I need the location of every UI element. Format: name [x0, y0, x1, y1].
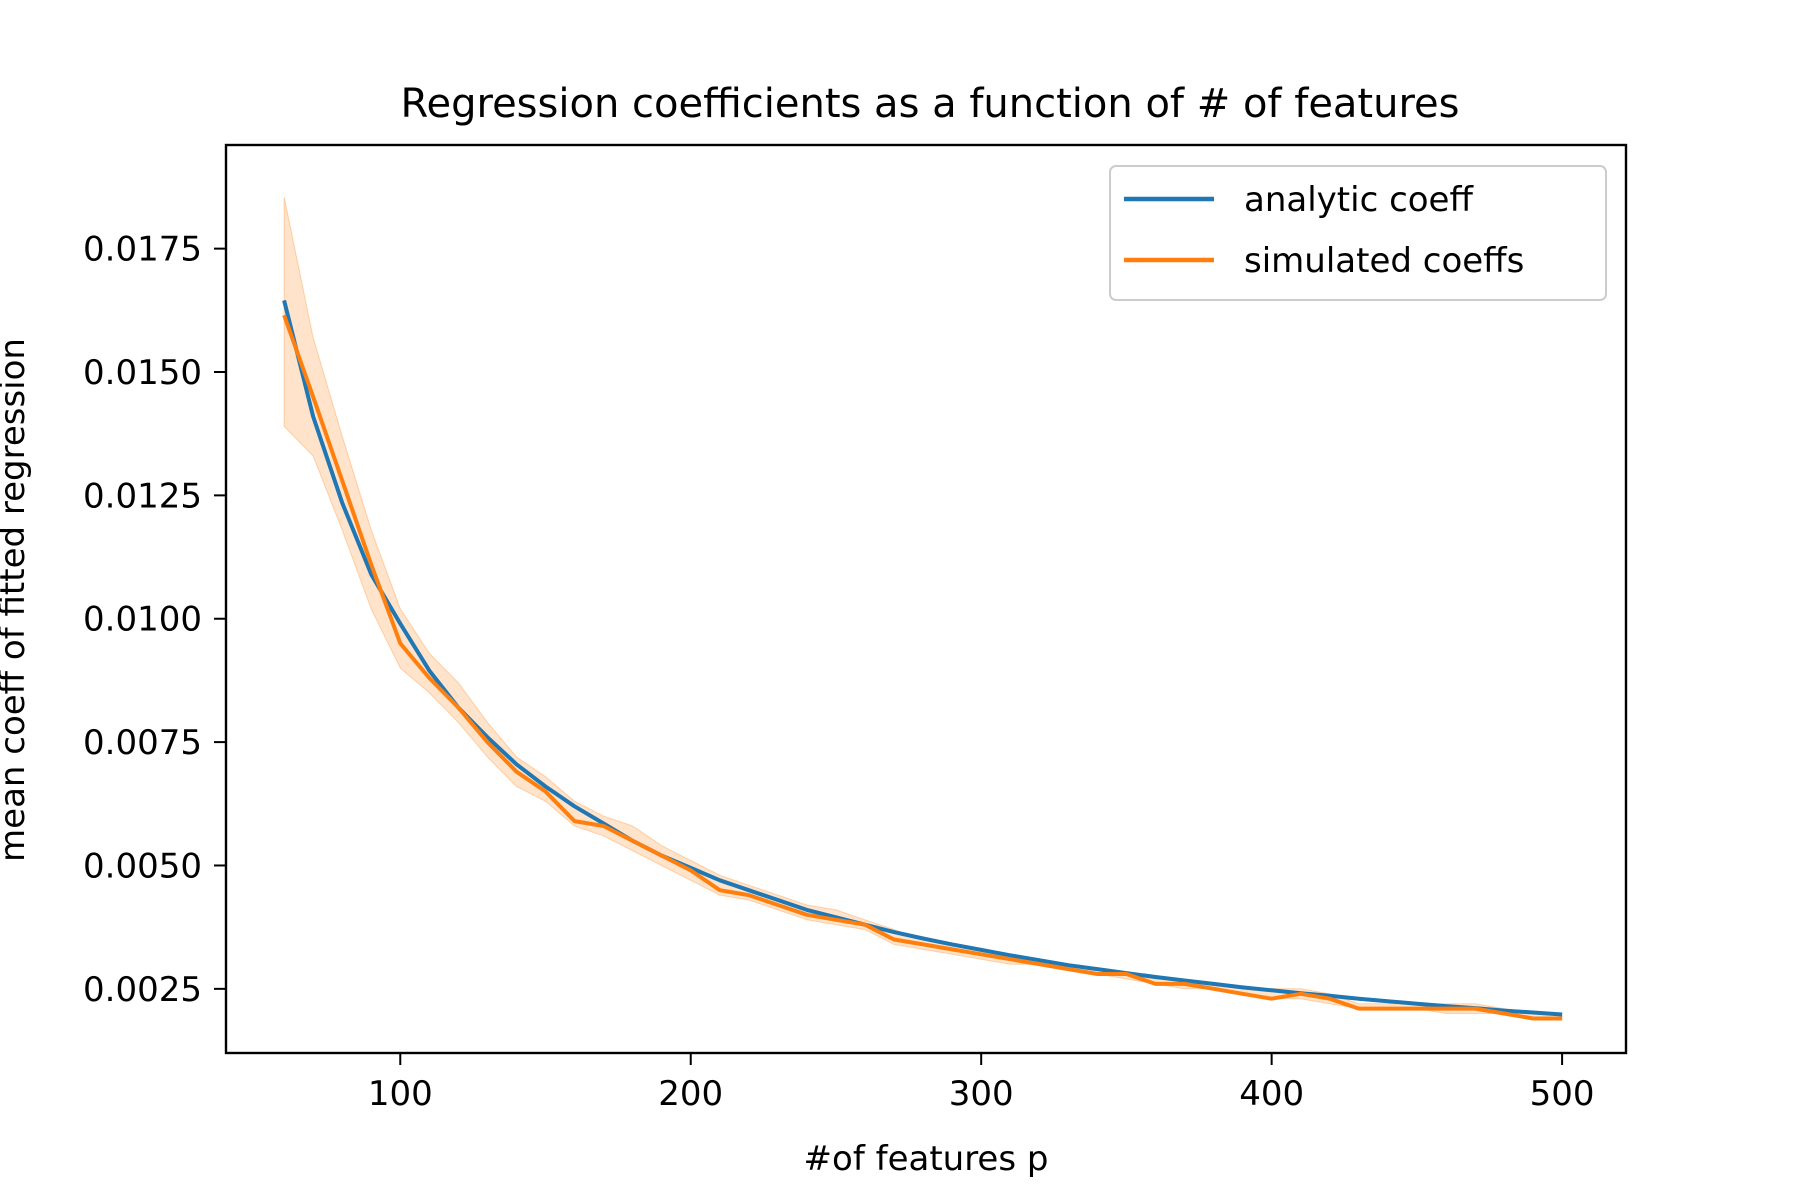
plot-frame: [224, 143, 1628, 1055]
analytic-coeff-line: [282, 299, 1563, 1017]
legend: analytic coeff simulated coeffs: [1109, 165, 1607, 301]
x-tick-label: 400: [1239, 1074, 1304, 1114]
simulated-coeffs-band: [283, 196, 1563, 1019]
legend-simulated-label: simulated coeffs: [1244, 241, 1524, 281]
plot-area: [224, 143, 1628, 1055]
x-axis-label: #of features p: [804, 1139, 1049, 1179]
x-tick-label: 100: [368, 1074, 433, 1114]
x-tick-label: 500: [1530, 1074, 1595, 1114]
chart-title: Regression coefficients as a function of…: [401, 81, 1460, 127]
y-tick-label: 0.0050: [83, 846, 202, 886]
y-axis-label: mean coeff of fitted regression: [0, 338, 33, 862]
simulated-coeffs-line: [282, 314, 1563, 1021]
y-tick-label: 0.0100: [83, 600, 202, 640]
y-tick-label: 0.0125: [83, 476, 202, 516]
y-tick-label: 0.0075: [83, 723, 202, 763]
y-tick-label: 0.0150: [83, 353, 202, 393]
x-tick-label: 300: [949, 1074, 1014, 1114]
y-tick-label: 0.0175: [83, 230, 202, 270]
y-tick-label: 0.0025: [83, 970, 202, 1010]
legend-analytic-label: analytic coeff: [1244, 180, 1474, 220]
x-axis: 100 200 300 400 500: [368, 1053, 1595, 1114]
y-axis: 0.0025 0.0050 0.0075 0.0100 0.0125 0.0150 0.01…: [83, 230, 226, 1010]
legend-box: [1109, 165, 1607, 301]
x-tick-label: 200: [658, 1074, 723, 1114]
